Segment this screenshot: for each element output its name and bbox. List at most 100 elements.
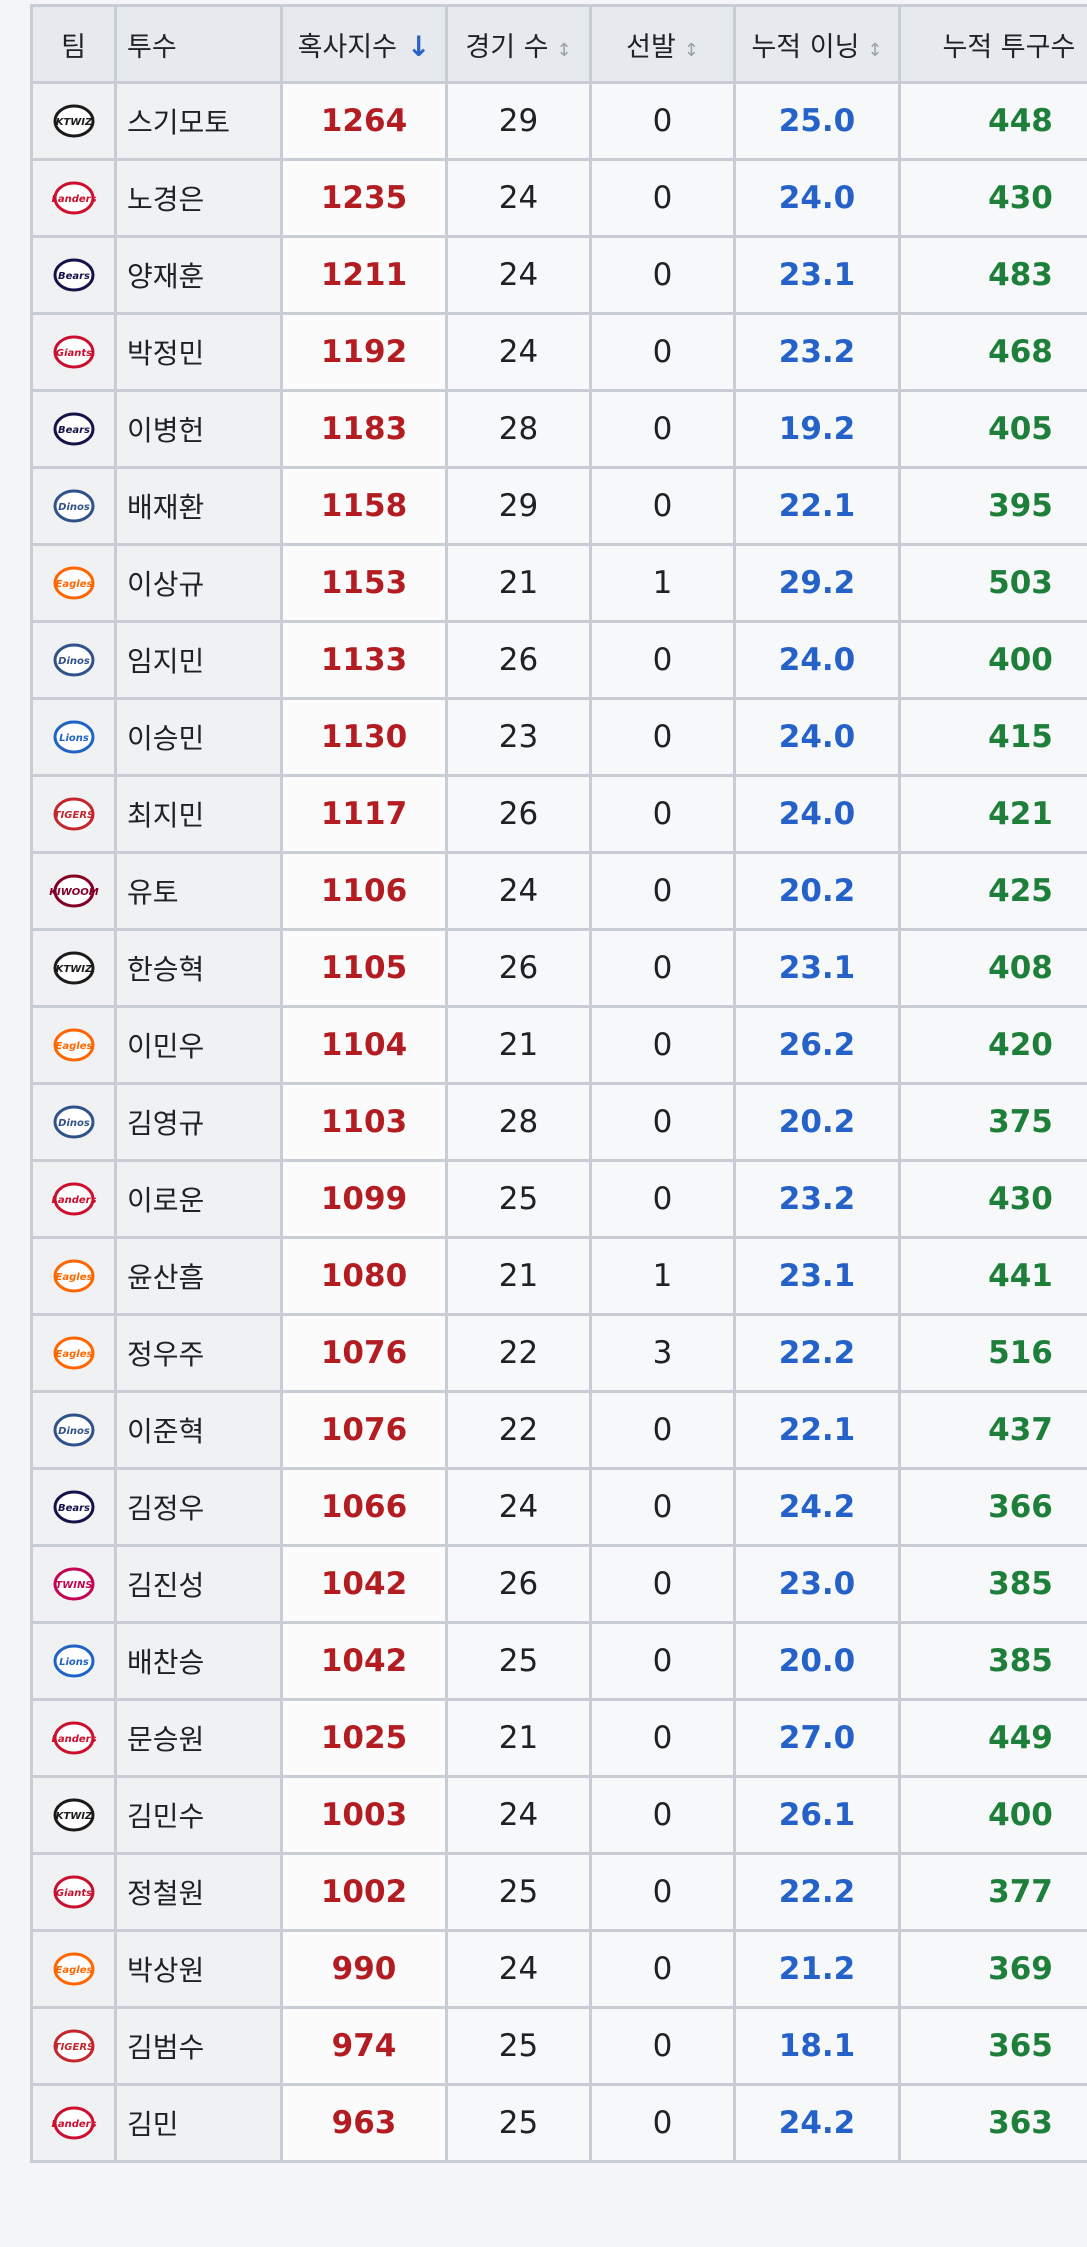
- header-pitcher[interactable]: 투수: [114, 4, 283, 84]
- games-cell: 24: [445, 312, 592, 392]
- svg-text:Eagles: Eagles: [55, 1272, 92, 1283]
- team-logo-icon: Dinos: [35, 638, 113, 682]
- pitcher-name-cell: 김민: [114, 2083, 283, 2163]
- overuse-index-cell: 974: [280, 2006, 448, 2086]
- header-pitches[interactable]: 누적 투구수 ↕: [898, 4, 1087, 84]
- team-logo-icon: KTWIZ: [35, 946, 113, 990]
- games-cell: 23: [445, 697, 592, 777]
- starts-cell: 0: [589, 774, 736, 854]
- pitches-cell: 408: [898, 928, 1087, 1008]
- header-pitches-label: 누적 투구수: [942, 31, 1076, 63]
- games-cell: 26: [445, 774, 592, 854]
- table-row: Dinos 임지민 1133 26 0 24.0 400: [30, 620, 1087, 700]
- header-games[interactable]: 경기 수 ↕: [445, 4, 592, 84]
- games-cell: 24: [445, 851, 592, 931]
- games-cell: 24: [445, 235, 592, 315]
- starts-cell: 0: [589, 1544, 736, 1624]
- starts-cell: 0: [589, 2006, 736, 2086]
- team-logo-icon: Eagles: [35, 561, 113, 605]
- table-row: Eagles 박상원 990 24 0 21.2 369: [30, 1929, 1087, 2009]
- overuse-index-cell: 1002: [280, 1852, 448, 1932]
- games-cell: 25: [445, 2006, 592, 2086]
- team-cell: Eagles: [30, 1005, 117, 1085]
- pitcher-name-cell: 양재훈: [114, 235, 283, 315]
- table-row: Landers 이로운 1099 25 0 23.2 430: [30, 1159, 1087, 1239]
- pitcher-name-cell: 김범수: [114, 2006, 283, 2086]
- pitcher-name-cell: 이승민: [114, 697, 283, 777]
- table-row: KTWIZ 김민수 1003 24 0 26.1 400: [30, 1775, 1087, 1855]
- starts-cell: 0: [589, 1852, 736, 1932]
- starts-cell: 0: [589, 466, 736, 546]
- pitches-cell: 468: [898, 312, 1087, 392]
- sort-desc-icon: ↓: [406, 29, 431, 63]
- table-row: TWINS 김진성 1042 26 0 23.0 385: [30, 1544, 1087, 1624]
- svg-text:KIWOOM: KIWOOM: [49, 887, 99, 898]
- games-cell: 22: [445, 1313, 592, 1393]
- pitcher-name-cell: 정우주: [114, 1313, 283, 1393]
- table-row: Landers 노경은 1235 24 0 24.0 430: [30, 158, 1087, 238]
- header-index[interactable]: 혹사지수 ↓: [280, 4, 448, 84]
- overuse-index-cell: 1025: [280, 1698, 448, 1778]
- overuse-index-cell: 1099: [280, 1159, 448, 1239]
- svg-text:Landers: Landers: [51, 1734, 96, 1745]
- svg-text:Landers: Landers: [51, 1195, 96, 1206]
- innings-cell: 24.0: [733, 697, 901, 777]
- pitcher-name-cell: 문승원: [114, 1698, 283, 1778]
- overuse-index-cell: 1076: [280, 1390, 448, 1470]
- header-starts[interactable]: 선발 ↕: [589, 4, 736, 84]
- team-logo-icon: Lions: [35, 1639, 113, 1683]
- pitches-cell: 365: [898, 2006, 1087, 2086]
- pitches-cell: 449: [898, 1698, 1087, 1778]
- pitches-cell: 430: [898, 1159, 1087, 1239]
- pitcher-name-cell: 배재환: [114, 466, 283, 546]
- starts-cell: 3: [589, 1313, 736, 1393]
- header-team[interactable]: 팀: [30, 4, 117, 84]
- team-cell: Landers: [30, 1698, 117, 1778]
- team-logo-icon: Eagles: [35, 1331, 113, 1375]
- team-cell: TWINS: [30, 1544, 117, 1624]
- team-logo-icon: Landers: [35, 2101, 113, 2145]
- starts-cell: 1: [589, 543, 736, 623]
- pitcher-name-cell: 박정민: [114, 312, 283, 392]
- svg-text:Eagles: Eagles: [55, 579, 92, 590]
- team-logo-icon: Dinos: [35, 1100, 113, 1144]
- overuse-index-cell: 1183: [280, 389, 448, 469]
- overuse-index-cell: 1130: [280, 697, 448, 777]
- starts-cell: 1: [589, 1236, 736, 1316]
- team-cell: KIWOOM: [30, 851, 117, 931]
- table-row: Bears 이병헌 1183 28 0 19.2 405: [30, 389, 1087, 469]
- pitches-cell: 516: [898, 1313, 1087, 1393]
- table-row: TIGERS 김범수 974 25 0 18.1 365: [30, 2006, 1087, 2086]
- innings-cell: 29.2: [733, 543, 901, 623]
- pitcher-name-cell: 이준혁: [114, 1390, 283, 1470]
- innings-cell: 27.0: [733, 1698, 901, 1778]
- pitches-cell: 430: [898, 158, 1087, 238]
- pitches-cell: 400: [898, 620, 1087, 700]
- team-cell: Lions: [30, 1621, 117, 1701]
- pitches-cell: 425: [898, 851, 1087, 931]
- innings-cell: 19.2: [733, 389, 901, 469]
- overuse-index-cell: 1106: [280, 851, 448, 931]
- innings-cell: 23.1: [733, 1236, 901, 1316]
- team-cell: KTWIZ: [30, 928, 117, 1008]
- team-cell: Eagles: [30, 1236, 117, 1316]
- header-innings[interactable]: 누적 이닝 ↕: [733, 4, 901, 84]
- innings-cell: 26.1: [733, 1775, 901, 1855]
- pitches-cell: 395: [898, 466, 1087, 546]
- games-cell: 24: [445, 158, 592, 238]
- pitches-cell: 385: [898, 1544, 1087, 1624]
- pitches-cell: 366: [898, 1467, 1087, 1547]
- team-cell: TIGERS: [30, 774, 117, 854]
- svg-text:KTWIZ: KTWIZ: [55, 964, 92, 975]
- innings-cell: 23.2: [733, 312, 901, 392]
- team-logo-icon: Landers: [35, 1716, 113, 1760]
- games-cell: 24: [445, 1929, 592, 2009]
- pitcher-name-cell: 김진성: [114, 1544, 283, 1624]
- team-logo-icon: Landers: [35, 1177, 113, 1221]
- team-logo-icon: TIGERS: [35, 2024, 113, 2068]
- pitcher-name-cell: 스기모토: [114, 81, 283, 161]
- table-row: Dinos 김영규 1103 28 0 20.2 375: [30, 1082, 1087, 1162]
- sort-icon: ↕: [1083, 40, 1087, 61]
- games-cell: 21: [445, 1236, 592, 1316]
